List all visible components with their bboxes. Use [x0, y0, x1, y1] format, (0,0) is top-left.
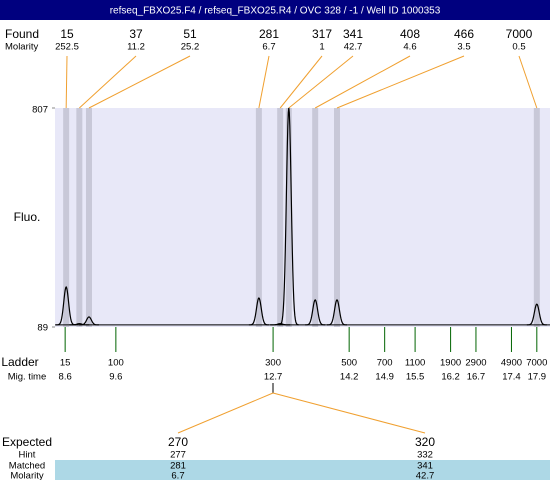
peak-molarity: 0.5: [512, 42, 525, 53]
ladder-size: 15: [60, 358, 71, 369]
title: refseq_FBXO25.F4 / refseq_FBXO25.R4 / OV…: [110, 6, 441, 17]
peak-connector: [288, 55, 354, 109]
ladder-size: 700: [377, 358, 393, 369]
peak-molarity: 1: [319, 42, 324, 53]
trace-peak: [278, 107, 299, 326]
peak-molarity: 42.7: [344, 42, 363, 53]
peak-band: [85, 108, 92, 327]
peak-size: 51: [183, 27, 197, 41]
peak-molarity: 252.5: [55, 42, 79, 53]
y-tick-label: 807: [32, 105, 48, 116]
ladder-time: 8.6: [59, 372, 72, 383]
peak-connector: [518, 55, 538, 109]
expected-size: 320: [415, 435, 435, 449]
trace-peak: [326, 298, 348, 326]
trace-peak: [56, 285, 77, 326]
peak-size: 317: [312, 27, 332, 41]
ladder-time: 16.7: [467, 372, 486, 383]
ladder-label: Ladder: [1, 355, 38, 369]
matched-molarity-label: Molarity: [10, 471, 44, 480]
peak-band: [533, 108, 540, 327]
peak-size: 15: [60, 27, 74, 41]
ladder-time: 17.9: [528, 372, 547, 383]
peak-molarity: 11.2: [127, 42, 145, 53]
peak-band: [255, 108, 262, 327]
time-label: Mig. time: [8, 372, 47, 383]
peak-band: [285, 108, 292, 327]
trace-peak: [526, 303, 547, 326]
connector: [177, 392, 274, 434]
ladder-size: 2900: [465, 358, 486, 369]
peak-band: [63, 108, 70, 327]
hint-size: 277: [170, 450, 186, 461]
peak-connector: [79, 55, 137, 109]
ladder-time: 15.5: [406, 372, 425, 383]
peak-molarity: 4.6: [403, 42, 416, 53]
ladder-size: 100: [108, 358, 124, 369]
peak-band: [277, 108, 284, 327]
ladder-time: 14.9: [375, 372, 394, 383]
hint-size: 332: [417, 450, 433, 461]
trace-peak: [270, 323, 291, 326]
ladder-size: 1100: [405, 358, 425, 369]
peak-molarity: 6.7: [262, 42, 275, 53]
ladder-time: 17.4: [502, 372, 521, 383]
peak-molarity: 3.5: [457, 42, 470, 53]
peak-size: 466: [454, 27, 474, 41]
y-tick-label: 89: [37, 323, 48, 334]
peak-band: [312, 108, 319, 327]
peak-connector: [279, 55, 323, 109]
matched-label: Matched: [9, 461, 45, 472]
expected-size: 270: [168, 435, 188, 449]
trace-peak: [305, 298, 326, 326]
peak-band: [333, 108, 340, 327]
ladder-time: 9.6: [109, 372, 122, 383]
peak-connector: [88, 55, 191, 109]
ladder-time: 14.2: [340, 372, 359, 383]
ladder-size: 4900: [501, 358, 522, 369]
peak-connector: [314, 55, 411, 109]
peak-size: 408: [400, 27, 420, 41]
peak-size: 37: [129, 27, 143, 41]
peak-connector: [65, 55, 68, 109]
title-bar: [0, 0, 550, 20]
connector: [272, 392, 426, 434]
peak-size: 281: [259, 27, 279, 41]
ladder-size: 1900: [440, 358, 461, 369]
peak-connector: [258, 55, 270, 109]
peak-molarity: 25.2: [181, 42, 200, 53]
y-label: Fluo.: [14, 210, 41, 224]
hint-label: Hint: [19, 450, 36, 461]
plot-area: [55, 108, 550, 327]
ladder-size: 7000: [526, 358, 547, 369]
ladder-time: 12.7: [264, 372, 283, 383]
peak-size: 7000: [506, 27, 533, 41]
trace-peak: [69, 323, 90, 326]
trace-peak: [248, 297, 269, 326]
peak-band: [76, 108, 83, 327]
found-label: Found: [5, 27, 39, 41]
matched-size: 281: [170, 461, 186, 472]
matched-molarity: 42.7: [416, 471, 435, 480]
matched-band: [55, 460, 550, 480]
trace-peak: [78, 316, 99, 326]
ladder-time: 16.2: [441, 372, 460, 383]
ladder-size: 300: [265, 358, 281, 369]
ladder-size: 500: [341, 358, 357, 369]
matched-size: 341: [417, 461, 433, 472]
peak-size: 341: [343, 27, 363, 41]
expected-label: Expected: [2, 435, 52, 449]
matched-molarity: 6.7: [171, 471, 184, 480]
peak-connector: [336, 55, 465, 109]
molarity-label: Molarity: [5, 42, 39, 53]
